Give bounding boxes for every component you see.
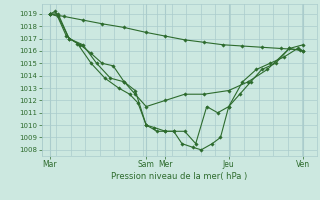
X-axis label: Pression niveau de la mer( hPa ): Pression niveau de la mer( hPa ) (111, 172, 247, 181)
